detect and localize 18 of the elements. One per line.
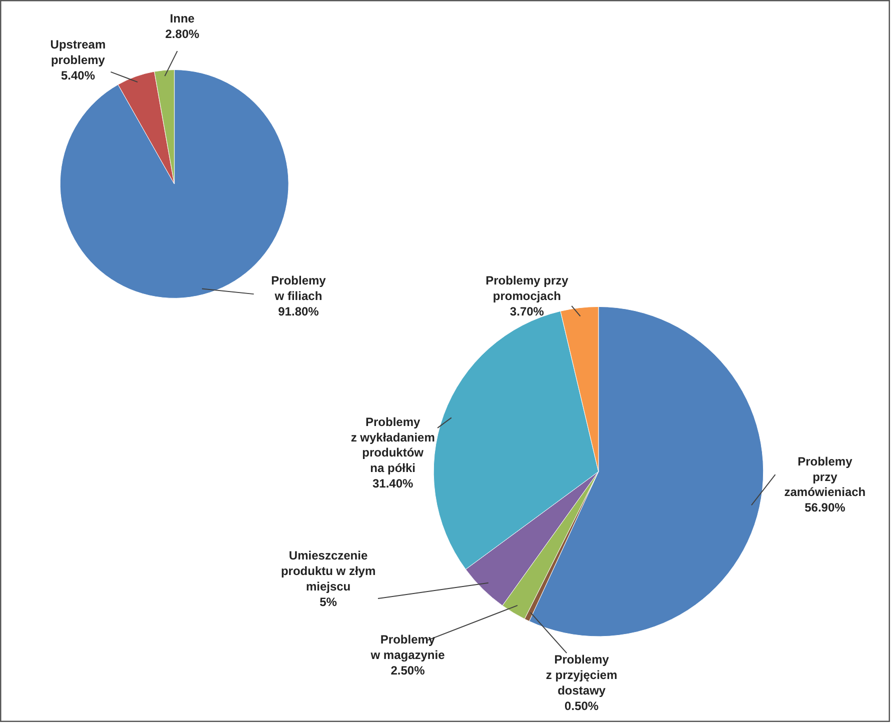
data-label: 2.50%: [390, 663, 426, 678]
slice-label: Problemy przy zamówieniach: [784, 454, 866, 500]
slice-label: Umieszczenie produktu w złym miejscu: [280, 548, 376, 594]
data-label: 31.40%: [372, 476, 414, 491]
slice-label: Problemy w filiach: [271, 274, 326, 304]
slice-label: Problemy z wykładaniem produktów na półki: [350, 414, 435, 476]
slice-label: Problemy z przyjęciem dostawy: [546, 652, 618, 698]
data-label: 0.50%: [564, 698, 599, 713]
slice-label: Problemy przy promocjach: [486, 274, 569, 304]
slice-label: Inne: [170, 12, 195, 26]
slice-label: Upstream problemy: [50, 38, 106, 68]
data-label: 5%: [320, 594, 338, 609]
data-label: 56.90%: [804, 500, 846, 515]
slice-label: Problemy w magazynie: [370, 632, 446, 662]
data-label: 5.40%: [60, 68, 96, 82]
data-label: 3.70%: [510, 304, 544, 318]
data-label: 2.80%: [165, 26, 200, 41]
data-label: 91.80%: [278, 304, 320, 318]
